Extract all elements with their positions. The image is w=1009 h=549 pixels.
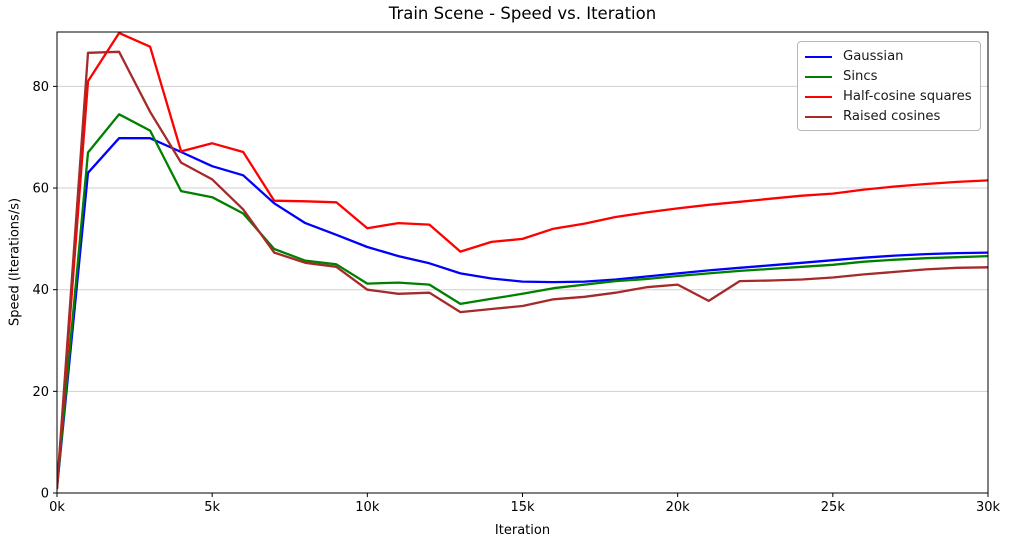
legend-label: Gaussian: [843, 49, 904, 64]
legend-line-swatch: [805, 95, 832, 99]
series-line-sincs: [57, 113, 988, 490]
x-axis-label: Iteration: [494, 523, 551, 538]
legend-item-sincs: Sincs: [805, 67, 972, 87]
x-tick-label: 20k: [666, 500, 691, 515]
legend-line-swatch: [805, 55, 832, 59]
legend-item-half-cosine-squares: Half-cosine squares: [805, 87, 972, 107]
x-tick-label: 15k: [510, 500, 535, 515]
legend-label: Half-cosine squares: [843, 89, 972, 104]
legend-item-raised-cosines: Raised cosines: [805, 107, 972, 127]
series-line-gaussian: [57, 137, 988, 490]
y-tick-label: 40: [32, 283, 49, 298]
y-tick-label: 0: [41, 487, 49, 502]
legend-item-gaussian: Gaussian: [805, 47, 972, 67]
x-tick-label: 0k: [49, 500, 65, 515]
legend-label: Sincs: [843, 69, 878, 84]
y-tick-label: 80: [32, 80, 49, 95]
series-line-half-cosine-squares: [57, 32, 988, 490]
series-line-raised-cosines: [57, 50, 988, 490]
legend-line-swatch: [805, 75, 832, 79]
x-tick-label: 5k: [204, 500, 220, 515]
chart-title: Train Scene - Speed vs. Iteration: [388, 4, 657, 23]
x-tick-label: 10k: [355, 500, 380, 515]
x-tick-label: 25k: [821, 500, 846, 515]
legend-label: Raised cosines: [843, 109, 941, 124]
legend: Gaussian Sincs Half-cosine squares Raised c…: [797, 41, 981, 131]
legend-line-swatch: [805, 115, 832, 119]
x-tick-label: 30k: [976, 500, 1001, 515]
y-tick-label: 20: [32, 385, 49, 400]
y-tick-label: 60: [32, 182, 49, 197]
